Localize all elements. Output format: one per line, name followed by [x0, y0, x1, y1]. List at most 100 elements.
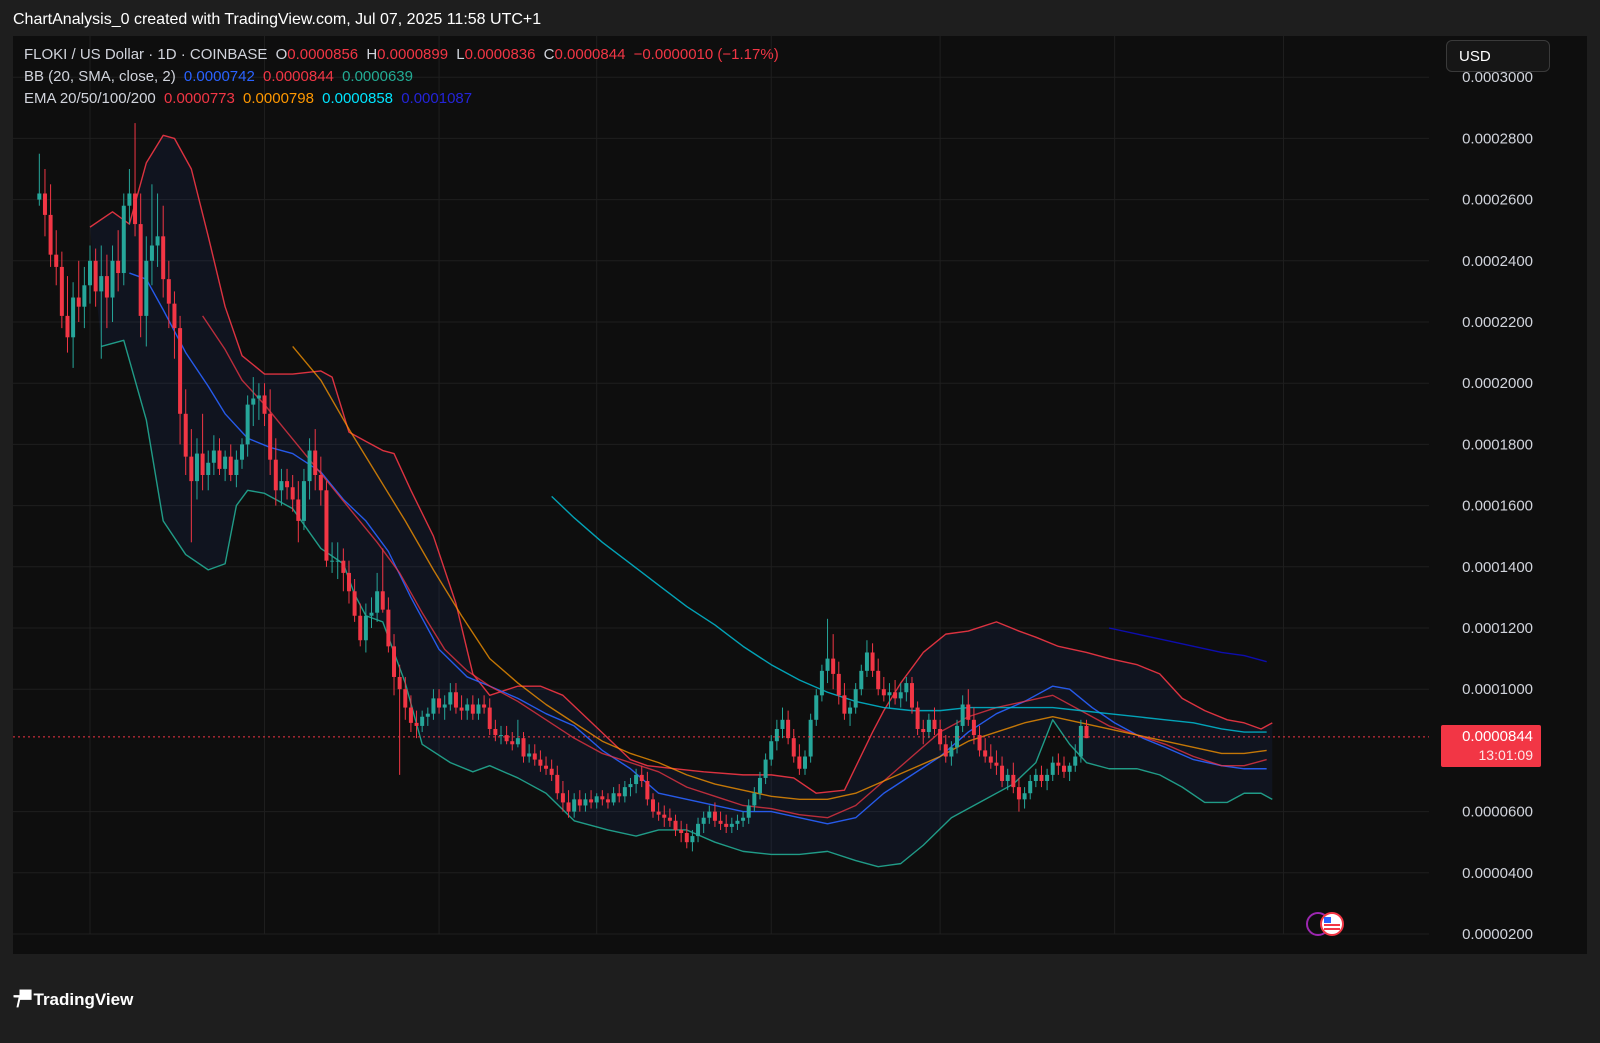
candle-body — [459, 707, 464, 711]
grid — [13, 36, 1429, 935]
candle-body — [932, 719, 937, 729]
header-bar: ChartAnalysis_0 created with TradingView… — [0, 0, 1600, 36]
x-axis[interactable]: Dec 2025 Feb Mar Apr May Jun Jul — [77, 953, 1293, 954]
candle-body — [538, 759, 543, 766]
candle-body — [189, 456, 194, 482]
y-tick-label: 0.0001000 — [1462, 681, 1533, 698]
candle-body — [318, 475, 323, 491]
ema50-value: 0.0000798 — [243, 90, 314, 107]
candle-body — [803, 756, 808, 769]
candle-body — [200, 453, 205, 475]
ema100-value: 0.0000858 — [322, 90, 394, 107]
event-markers[interactable] — [1306, 912, 1344, 936]
legend-bollinger[interactable]: BB (20, SMA, close, 2) 0.0000742 0.00008… — [24, 68, 417, 85]
candle-body — [797, 756, 802, 769]
y-tick-label: 0.0001400 — [1462, 559, 1533, 576]
bb-label[interactable]: BB (20, SMA, close, 2) — [24, 68, 176, 85]
candle-body — [949, 747, 954, 757]
candle-body — [149, 245, 154, 261]
candle-body — [853, 689, 858, 708]
bollinger-band-fill — [90, 135, 1273, 867]
candle-body — [1016, 787, 1021, 800]
series-line-ema20 — [202, 315, 1267, 819]
candle-body — [498, 735, 503, 737]
candle-body — [290, 487, 295, 500]
currency-button[interactable]: USD — [1446, 40, 1550, 72]
y-axis[interactable]: 0.0003000 0.0002800 0.0002600 0.0002400 0.00… — [1429, 36, 1587, 954]
candle-body — [1050, 762, 1055, 775]
candle-body — [324, 490, 329, 561]
candle-body — [611, 793, 616, 803]
candle-body — [904, 683, 909, 693]
candle-body — [842, 695, 847, 714]
ema-label[interactable]: EMA 20/50/100/200 — [24, 90, 156, 107]
low-label: L — [456, 46, 465, 63]
series-line-ema50 — [292, 346, 1267, 801]
y-tick-label: 0.0002600 — [1462, 192, 1533, 209]
candle-body — [622, 787, 627, 797]
x-tick-label: Apr — [760, 953, 783, 954]
candle-body — [938, 728, 943, 745]
candle-body — [93, 260, 98, 292]
y-tick-label: 0.0002800 — [1462, 130, 1533, 147]
ema200-value: 0.0001087 — [401, 90, 473, 107]
candle-body — [1005, 774, 1010, 781]
candle-body — [1084, 725, 1089, 739]
candle-body — [59, 266, 64, 316]
candle-body — [211, 450, 216, 463]
change-value: −0.0000010 (−1.17%) — [633, 46, 779, 63]
candle-body — [848, 707, 853, 714]
candle-body — [808, 719, 813, 757]
candle-body — [133, 193, 138, 225]
candle-body — [966, 704, 971, 720]
candle-body — [482, 704, 487, 708]
candle-body — [48, 214, 53, 255]
candle-body — [397, 676, 402, 690]
candle-body — [814, 695, 819, 720]
close-value: 0.0000844 — [554, 46, 626, 63]
candle-body — [88, 260, 92, 286]
chart-area[interactable]: 0.0003000 0.0002800 0.0002600 0.0002400 0.00… — [13, 36, 1587, 954]
candle-body — [617, 793, 622, 797]
candle-body — [701, 817, 706, 824]
legend-ohlc: FLOKI / US Dollar · 1D · COINBASE O0.000… — [24, 46, 783, 63]
series-line-bb-lower — [101, 339, 1273, 868]
candle-body — [572, 799, 577, 812]
candle-body — [836, 673, 841, 696]
candle-body — [414, 722, 419, 726]
candle-body — [983, 750, 988, 757]
candle-body — [667, 817, 672, 821]
candle-body — [194, 453, 199, 482]
candle-body — [544, 765, 549, 769]
candle-body — [943, 744, 948, 757]
candle-body — [465, 704, 470, 711]
tradingview-logo[interactable]: ⁊▀ TradingView — [13, 990, 133, 1010]
candle-body — [217, 450, 222, 469]
symbol-label[interactable]: FLOKI / US Dollar · 1D · COINBASE — [24, 46, 268, 63]
bb-lower-value: 0.0000639 — [342, 68, 413, 85]
series-line-bb-basis — [129, 272, 1267, 825]
candle-body — [54, 254, 59, 267]
candle-body — [707, 811, 712, 818]
candle-body — [577, 799, 582, 806]
candle-body — [408, 707, 413, 723]
price-chart[interactable]: 0.0003000 0.0002800 0.0002600 0.0002400 0.00… — [13, 36, 1587, 954]
candle-body — [583, 799, 588, 806]
candle-body — [172, 303, 177, 329]
candle-body — [386, 609, 391, 647]
candle-body — [285, 481, 290, 488]
candle-body — [1022, 793, 1027, 800]
candle-body — [735, 820, 740, 824]
y-tick-label: 0.0001800 — [1462, 436, 1533, 453]
candle-body — [994, 762, 999, 766]
candle-body — [223, 456, 228, 469]
candle-body — [977, 735, 982, 751]
candle-body — [166, 279, 171, 304]
legend-ema[interactable]: EMA 20/50/100/200 0.0000773 0.0000798 0.… — [24, 90, 476, 107]
candle-body — [876, 670, 881, 690]
candle-body — [1067, 765, 1072, 772]
candle-body — [425, 713, 430, 717]
x-tick-label: May — [926, 953, 955, 954]
candle-body — [594, 796, 599, 803]
candle-body — [341, 560, 346, 573]
